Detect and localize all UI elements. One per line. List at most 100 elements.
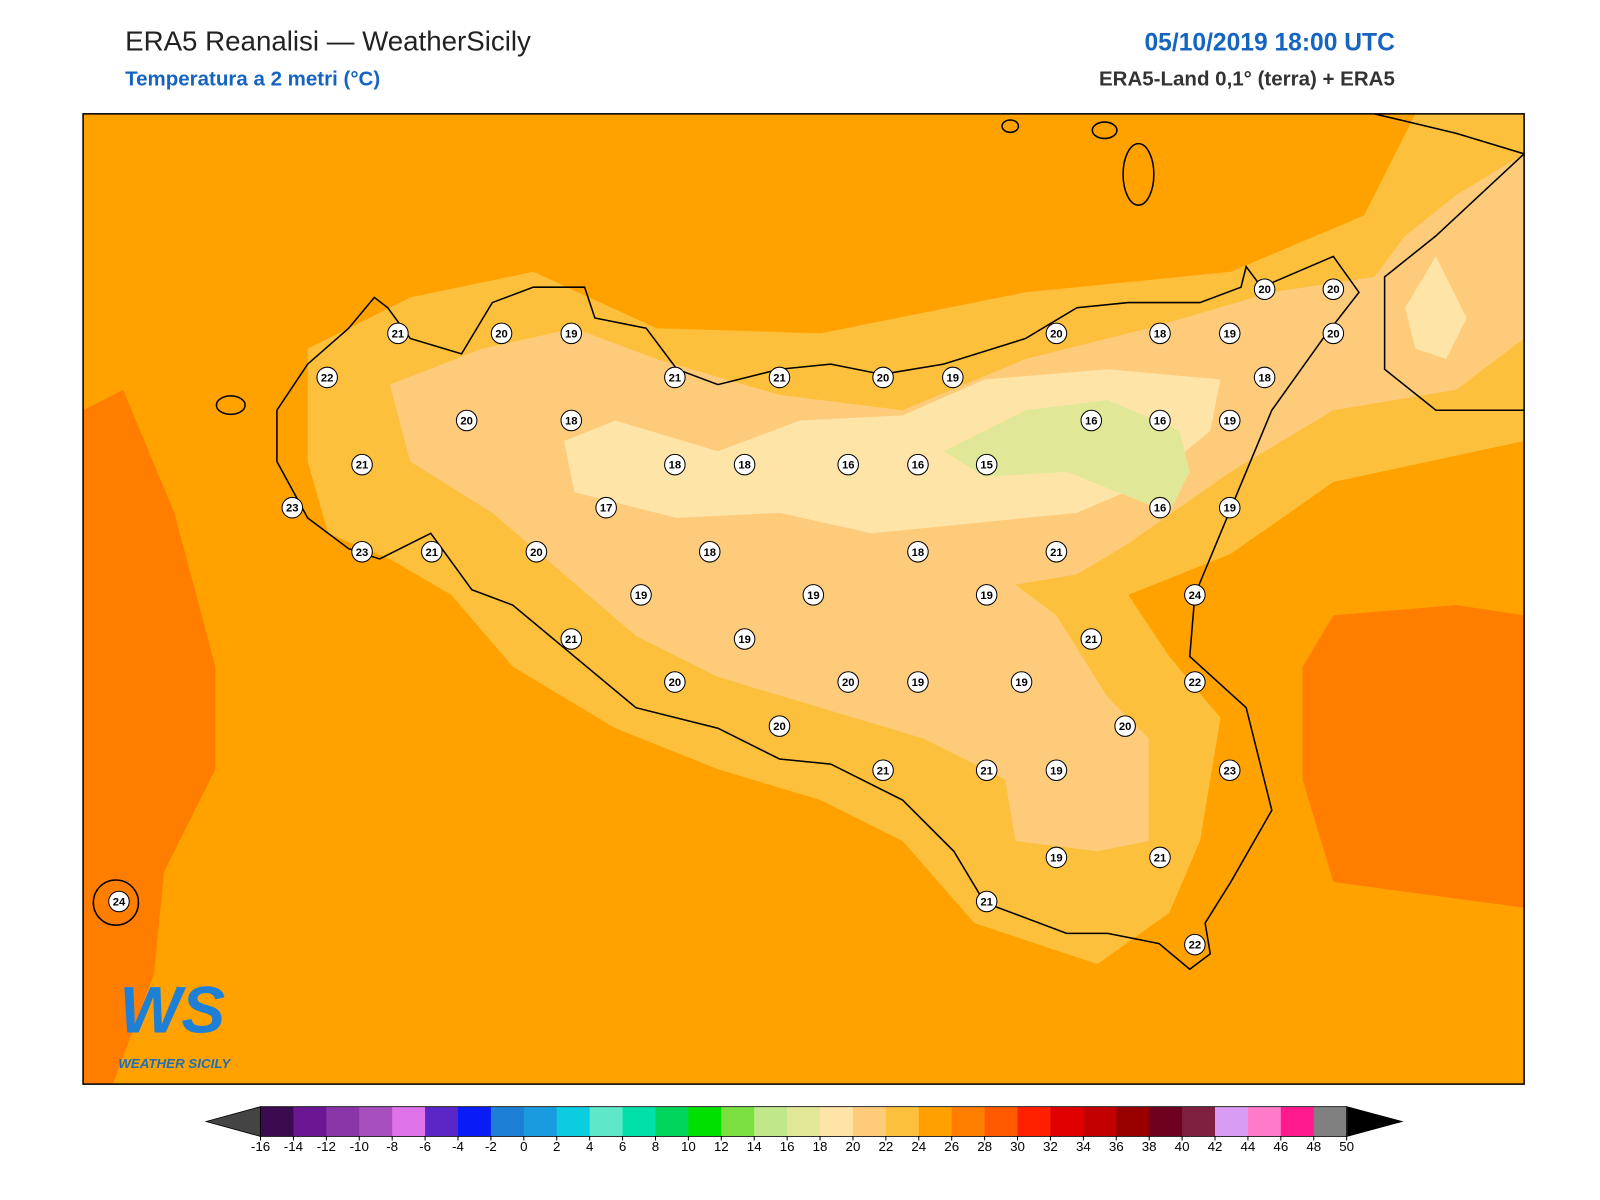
station-marker <box>525 541 548 563</box>
colorbar-tick-label: 24 <box>911 1139 926 1154</box>
colorbar-box <box>688 1106 722 1137</box>
station-value: 21 <box>565 634 578 646</box>
station-marker <box>1253 278 1276 300</box>
station-value: 18 <box>565 416 578 428</box>
colorbar-box <box>787 1106 821 1137</box>
station-marker <box>316 366 338 389</box>
station-value: 21 <box>356 460 369 472</box>
source: ERA5-Land 0,1° (terra) + ERA5 <box>1099 67 1395 90</box>
station-marker <box>1045 846 1068 869</box>
colorbar-tick-label: 26 <box>944 1139 959 1154</box>
colorbar-box <box>1247 1106 1282 1137</box>
station-value: 22 <box>1189 677 1202 689</box>
station-marker <box>872 366 894 389</box>
colorbar-box <box>820 1106 854 1137</box>
station-value: 20 <box>460 416 473 428</box>
station-value: 21 <box>877 765 890 777</box>
station-marker <box>1045 541 1068 563</box>
colorbar-box <box>754 1106 788 1137</box>
colorbar-box <box>1313 1106 1348 1137</box>
colorbar-tick-label: -10 <box>350 1139 369 1154</box>
colorbar-box <box>1116 1106 1150 1137</box>
colorbar-tick-label: 46 <box>1273 1139 1288 1154</box>
colorbar-tick-label: 44 <box>1241 1139 1256 1154</box>
station-value: 20 <box>530 547 543 559</box>
colorbar-box <box>622 1106 656 1137</box>
station-marker <box>351 541 373 563</box>
station-value: 20 <box>842 677 855 689</box>
station-value: 19 <box>1223 416 1236 428</box>
colorbar-tick-label: 42 <box>1208 1139 1223 1154</box>
station-value: 23 <box>286 503 299 515</box>
colorbar-box <box>260 1106 294 1137</box>
station-marker <box>1218 322 1241 345</box>
colorbar-box <box>1149 1106 1183 1137</box>
station-value: 19 <box>635 590 648 602</box>
contour <box>943 400 1190 513</box>
station-value: 17 <box>600 503 613 515</box>
colorbar-box <box>721 1106 755 1137</box>
station-value: 16 <box>1154 416 1167 428</box>
station-marker <box>942 366 964 389</box>
station-value: 18 <box>912 547 925 559</box>
colorbar-tick-label: 8 <box>652 1139 659 1154</box>
station-value: 20 <box>1050 328 1063 340</box>
colorbar-tick-label: 40 <box>1175 1139 1190 1154</box>
station-value: 16 <box>912 460 925 472</box>
station-marker <box>560 628 583 650</box>
map: 21 20 19 22 21 21 20 19 20 18 21 18 18 16 16 15 23 17 23 21… <box>83 113 1525 1085</box>
station-marker <box>837 671 859 693</box>
station-value: 19 <box>807 590 820 602</box>
station-marker <box>560 409 583 432</box>
station-marker <box>1080 628 1103 650</box>
station-marker <box>1149 322 1171 345</box>
coastline <box>1374 113 1525 412</box>
station-marker <box>1045 322 1068 345</box>
station-marker <box>1184 933 1206 956</box>
station-value: 21 <box>669 372 682 384</box>
colorbar-box <box>1017 1106 1051 1137</box>
station-value: 19 <box>1223 503 1236 515</box>
colorbar-tick-label: 2 <box>553 1139 560 1154</box>
colorbar-tick-label: -2 <box>485 1139 497 1154</box>
colorbar-box <box>1050 1106 1084 1137</box>
station-marker <box>837 453 859 476</box>
colorbar-box <box>1083 1106 1117 1137</box>
station-value: 20 <box>669 677 682 689</box>
subtitle: Temperatura a 2 metri (°C) <box>125 67 380 90</box>
colorbar-tick-label: 4 <box>586 1139 594 1154</box>
station-value: 15 <box>980 460 993 472</box>
station-marker <box>490 322 513 345</box>
logo-mark: WS <box>119 974 225 1047</box>
station-value: 21 <box>392 328 405 340</box>
map-frame <box>82 113 1525 1085</box>
island <box>1122 142 1155 206</box>
title: ERA5 Reanalisi — WeatherSicily <box>125 25 531 56</box>
station-marker <box>421 541 443 563</box>
station-marker <box>768 366 791 389</box>
colorbar-box <box>425 1106 459 1137</box>
station-value: 19 <box>1050 852 1063 864</box>
station-value: 20 <box>1327 284 1340 296</box>
datetime: 05/10/2019 18:00 UTC <box>1144 30 1395 57</box>
contour <box>1405 256 1467 359</box>
colorbar-box <box>1280 1106 1315 1137</box>
station-marker <box>802 584 825 606</box>
station-marker <box>560 322 583 345</box>
station-marker <box>664 366 686 389</box>
station-value: 20 <box>1119 721 1132 733</box>
station-value: 19 <box>565 328 578 340</box>
station-marker <box>351 453 373 476</box>
colorbar-tick-label: 14 <box>747 1139 762 1154</box>
colorbar-tick-label: -12 <box>317 1139 336 1154</box>
station-marker <box>1322 278 1345 300</box>
station-marker <box>1149 846 1171 869</box>
station-value: 18 <box>1258 372 1271 384</box>
station-value: 21 <box>773 372 786 384</box>
station-marker <box>975 890 998 913</box>
colorbar-tick-label: -8 <box>386 1139 398 1154</box>
station-value: 22 <box>321 372 334 384</box>
station-marker <box>733 628 756 650</box>
station-value: 19 <box>947 372 960 384</box>
